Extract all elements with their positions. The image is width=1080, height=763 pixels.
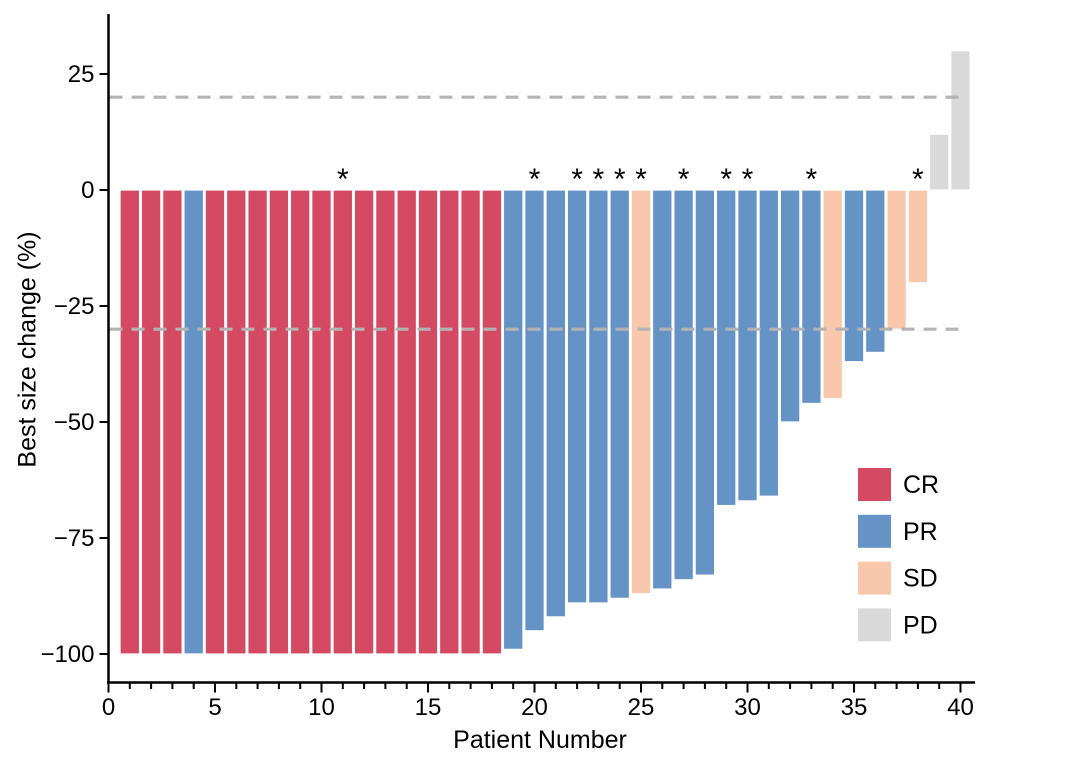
- bar-patient-18: [481, 189, 503, 655]
- bar-patient-25: [630, 189, 652, 595]
- bar-patient-24: [609, 189, 631, 599]
- bar-patient-28: [694, 189, 716, 576]
- significance-star-patient-30: *: [742, 163, 754, 196]
- y-tick-label--100: −100: [40, 641, 94, 668]
- bar-patient-34: [822, 189, 844, 400]
- bar-patient-17: [460, 189, 481, 655]
- x-tick-label-10: 10: [308, 694, 335, 721]
- x-tick-label-15: 15: [415, 694, 442, 721]
- bar-patient-9: [289, 189, 311, 655]
- bar-patient-30: [737, 189, 758, 502]
- y-tick-label-0: 0: [81, 177, 94, 204]
- bar-patient-32: [779, 189, 801, 423]
- significance-star-patient-23: *: [593, 163, 605, 196]
- x-tick-label-5: 5: [208, 694, 221, 721]
- significance-star-patient-22: *: [571, 163, 583, 196]
- bar-patient-22: [566, 189, 588, 604]
- bar-patient-13: [375, 189, 396, 655]
- bar-patient-21: [545, 189, 567, 618]
- bar-patient-33: [801, 189, 822, 405]
- bar-patient-7: [247, 189, 268, 655]
- bar-patient-31: [758, 189, 780, 497]
- legend-label-CR: CR: [903, 471, 939, 499]
- legend-swatch-SD: [858, 561, 891, 595]
- bar-patient-20: [524, 189, 545, 632]
- bar-patient-6: [225, 189, 247, 655]
- bar-patient-16: [438, 189, 460, 655]
- bar-patient-3: [162, 189, 183, 655]
- bar-patient-14: [396, 189, 418, 655]
- bar-patient-19: [502, 189, 524, 650]
- legend-label-PR: PR: [903, 518, 938, 546]
- bar-patient-35: [843, 189, 865, 363]
- significance-star-patient-24: *: [614, 163, 626, 196]
- significance-star-patient-29: *: [720, 163, 732, 196]
- bar-patient-8: [268, 189, 290, 655]
- bar-patient-1: [119, 189, 141, 655]
- x-tick-label-20: 20: [521, 694, 548, 721]
- legend-swatch-CR: [858, 468, 891, 501]
- bar-patient-2: [140, 189, 162, 655]
- significance-star-patient-25: *: [635, 163, 647, 196]
- bar-patient-36: [864, 189, 886, 353]
- significance-star-patient-11: *: [337, 163, 349, 196]
- bar-patient-4: [183, 189, 205, 655]
- x-tick-label-40: 40: [947, 694, 974, 721]
- bar-patient-38: [907, 189, 929, 284]
- y-axis-title: Best size change (%): [13, 231, 42, 468]
- bar-patient-29: [715, 189, 737, 507]
- legend-label-PD: PD: [903, 611, 938, 639]
- x-tick-label-0: 0: [102, 694, 115, 721]
- bar-patient-40: [950, 50, 971, 191]
- legend-swatch-PR: [858, 514, 891, 548]
- significance-star-patient-27: *: [678, 163, 690, 196]
- y-tick-label--50: −50: [54, 409, 95, 436]
- legend-label-SD: SD: [903, 565, 938, 593]
- bar-patient-11: [332, 189, 354, 655]
- bar-patient-39: [928, 133, 950, 191]
- y-tick-label-25: 25: [68, 61, 95, 88]
- significance-star-patient-38: *: [912, 163, 924, 196]
- x-tick-label-25: 25: [628, 694, 655, 721]
- bar-patient-15: [417, 189, 439, 655]
- y-tick-label--75: −75: [54, 525, 95, 552]
- significance-star-patient-33: *: [806, 163, 818, 196]
- y-tick-label--25: −25: [54, 293, 95, 320]
- bar-patient-23: [588, 189, 609, 604]
- bar-patient-5: [204, 189, 226, 655]
- bar-patient-37: [886, 189, 907, 330]
- x-tick-label-30: 30: [734, 694, 761, 721]
- legend-swatch-PD: [858, 608, 891, 642]
- bar-patient-27: [673, 189, 694, 581]
- x-tick-label-35: 35: [841, 694, 868, 721]
- significance-star-patient-20: *: [529, 163, 541, 196]
- bar-patient-26: [651, 189, 673, 590]
- bar-patient-10: [311, 189, 332, 655]
- bar-patient-12: [353, 189, 375, 655]
- x-axis-title: Patient Number: [453, 726, 627, 754]
